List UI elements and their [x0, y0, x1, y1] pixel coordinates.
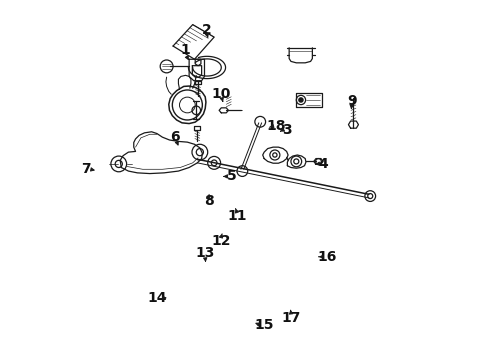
- Text: 8: 8: [203, 194, 213, 208]
- Text: 13: 13: [195, 246, 214, 260]
- Text: 18: 18: [266, 120, 286, 134]
- Text: 10: 10: [211, 87, 230, 101]
- Text: 14: 14: [147, 291, 166, 305]
- Text: 2: 2: [202, 23, 211, 37]
- Text: 7: 7: [81, 162, 90, 176]
- Text: 3: 3: [282, 123, 292, 137]
- Text: 6: 6: [170, 130, 179, 144]
- Text: 1: 1: [180, 42, 190, 57]
- Text: 9: 9: [346, 94, 356, 108]
- Text: 5: 5: [226, 170, 236, 184]
- Text: 16: 16: [316, 250, 336, 264]
- Text: 12: 12: [211, 234, 230, 248]
- Circle shape: [298, 98, 303, 102]
- Text: 15: 15: [254, 318, 273, 332]
- Text: 11: 11: [227, 209, 246, 223]
- Text: 4: 4: [318, 157, 327, 171]
- Text: 17: 17: [281, 311, 300, 324]
